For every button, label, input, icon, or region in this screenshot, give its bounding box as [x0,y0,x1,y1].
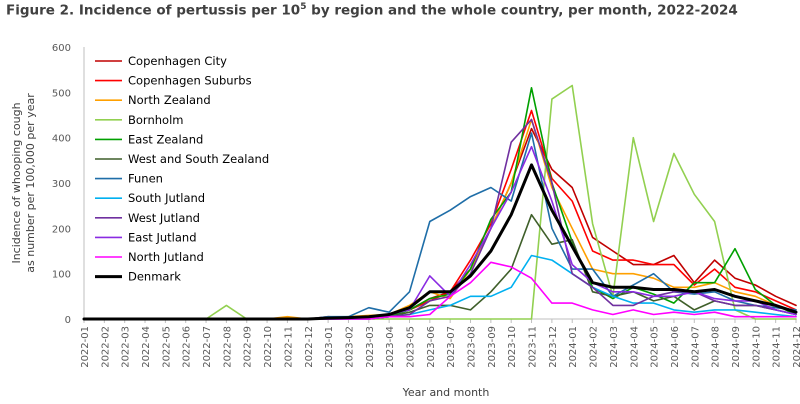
x-tick-label: 2023-09 [487,326,498,368]
y-tick-label: 100 [52,270,71,281]
series-lines [82,84,798,321]
x-axis-title: Year and month [402,386,490,399]
legend-label-north-jutland: North Jutland [128,250,204,264]
x-tick-label: 2022-09 [243,326,254,368]
legend: Copenhagen City Copenhagen Suburbs North Z… [95,54,269,284]
title-prefix: Figure 2. Incidence of pertussis per 10 [6,2,301,19]
x-tick-label: 2023-05 [405,326,416,368]
x-tick-label: 2024-08 [711,326,722,368]
y-tick-label: 200 [52,224,71,235]
y-tick-label: 400 [52,134,71,145]
x-tick-label: 2024-11 [772,326,783,368]
title-suffix: by region and the whole country, per mon… [306,2,738,19]
x-tick-label: 2024-07 [690,326,701,368]
x-tick-label: 2022-04 [141,326,152,368]
x-tick-label: 2024-02 [589,326,600,368]
x-tick-label: 2022-03 [121,326,132,368]
legend-label-north-zealand: North Zealand [128,93,211,107]
x-tick-label: 2022-08 [222,326,233,368]
x-tick-label: 2022-01 [80,326,91,368]
x-tick-label: 2022-06 [182,326,193,368]
series-line-denmark [82,163,798,321]
x-tick-label: 2024-10 [751,326,762,368]
x-tick-label: 2023-11 [528,326,539,368]
legend-label-east-jutland: East Jutland [128,230,197,244]
x-tick-label: 2024-06 [670,326,681,368]
x-tick-label: 2024-05 [650,326,661,368]
legend-label-west-and-south-zealand: West and South Zealand [128,152,269,166]
x-tick-label: 2023-03 [365,326,376,368]
x-tick-label: 2022-11 [283,326,294,368]
legend-label-south-jutland: South Jutland [128,191,205,205]
x-tick-label: 2023-07 [446,326,457,368]
y-axis-title-line1: Incidence of whooping cough [10,102,23,263]
x-tick-label: 2022-05 [161,326,172,368]
x-tick-label: 2024-12 [792,326,800,368]
x-tick-label: 2023-01 [324,326,335,368]
x-tick-label: 2022-10 [263,326,274,368]
x-tick-label: 2022-07 [202,326,213,368]
legend-label-copenhagen-suburbs: Copenhagen Suburbs [128,74,252,88]
x-tick-label: 2023-04 [385,326,396,368]
x-tick-label: 2024-09 [731,326,742,368]
x-tick-label: 2024-03 [609,326,620,368]
legend-label-copenhagen-city: Copenhagen City [128,54,227,68]
x-tick-label: 2023-10 [507,326,518,368]
y-tick-label: 300 [52,179,71,190]
x-tick-label: 2023-06 [426,326,437,368]
x-tick-label: 2022-02 [100,326,111,368]
x-tick-label: 2022-12 [304,326,315,368]
title-superscript: 5 [300,2,307,12]
y-tick-label: 600 [52,43,71,54]
x-tick-label: 2023-12 [548,326,559,368]
y-axis-ticks: 0 100 200 300 400 500 600 [52,43,71,326]
x-axis-ticks: 2022-01 2022-02 2022-03 2022-04 2022-05 2022-… [80,319,800,368]
legend-label-bornholm: Bornholm [128,113,183,127]
chart-title: Figure 2. Incidence of pertussis per 105… [6,2,738,19]
y-axis-title-line2: as number per 100,000 per year [24,93,37,273]
y-tick-label: 0 [65,315,71,326]
x-tick-label: 2024-04 [629,326,640,368]
legend-label-denmark: Denmark [128,270,181,284]
y-tick-label: 500 [52,88,71,99]
legend-label-west-jutland: West Jutland [128,211,200,225]
legend-label-east-zealand: East Zealand [128,132,203,146]
x-tick-label: 2024-01 [568,326,579,368]
legend-label-funen: Funen [128,172,163,186]
x-tick-label: 2023-02 [344,326,355,368]
x-tick-label: 2023-08 [467,326,478,368]
